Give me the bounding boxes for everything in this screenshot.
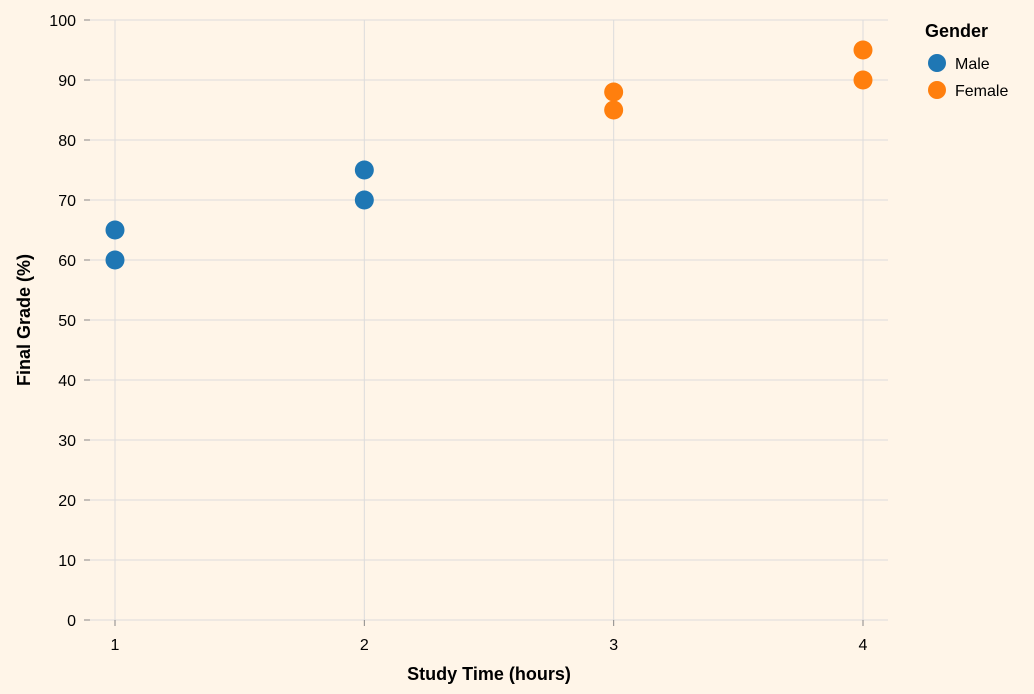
point-female-3-85 (604, 100, 624, 120)
y-tick-label-80: 80 (58, 133, 76, 150)
point-male-2-70 (354, 190, 374, 210)
legend-label-female: Female (955, 83, 1008, 100)
y-tick-label-70: 70 (58, 193, 76, 210)
x-tick-label-1: 1 (111, 637, 120, 654)
legend-label-male: Male (955, 56, 990, 73)
y-tick-label-20: 20 (58, 493, 76, 510)
y-axis: 0 10 20 30 40 50 60 70 80 90 100 (49, 13, 90, 630)
x-tick-label-3: 3 (609, 637, 618, 654)
grid (90, 19, 888, 621)
x-tick-label-4: 4 (859, 637, 868, 654)
point-male-2-75 (354, 160, 374, 180)
y-tick-label-40: 40 (58, 373, 76, 390)
data-points (105, 40, 873, 270)
point-female-4-90 (853, 70, 873, 90)
legend-symbol-male (928, 54, 946, 72)
x-axis-title: Study Time (hours) (407, 664, 571, 684)
y-axis-title: Final Grade (%) (14, 254, 34, 386)
y-tick-label-60: 60 (58, 253, 76, 270)
point-male-1-60 (105, 250, 125, 270)
point-female-3-88 (604, 82, 624, 102)
y-tick-label-50: 50 (58, 313, 76, 330)
y-tick-label-100: 100 (49, 13, 76, 30)
legend-title: Gender (925, 21, 988, 41)
y-tick-label-30: 30 (58, 433, 76, 450)
x-axis: 1 2 3 4 (111, 620, 868, 654)
legend: Gender Male Female (925, 21, 1008, 100)
x-tick-label-2: 2 (360, 637, 369, 654)
point-male-1-65 (105, 220, 125, 240)
point-female-4-95 (853, 40, 873, 60)
y-tick-label-10: 10 (58, 553, 76, 570)
legend-symbol-female (928, 81, 946, 99)
y-tick-label-0: 0 (67, 613, 76, 630)
y-tick-label-90: 90 (58, 73, 76, 90)
